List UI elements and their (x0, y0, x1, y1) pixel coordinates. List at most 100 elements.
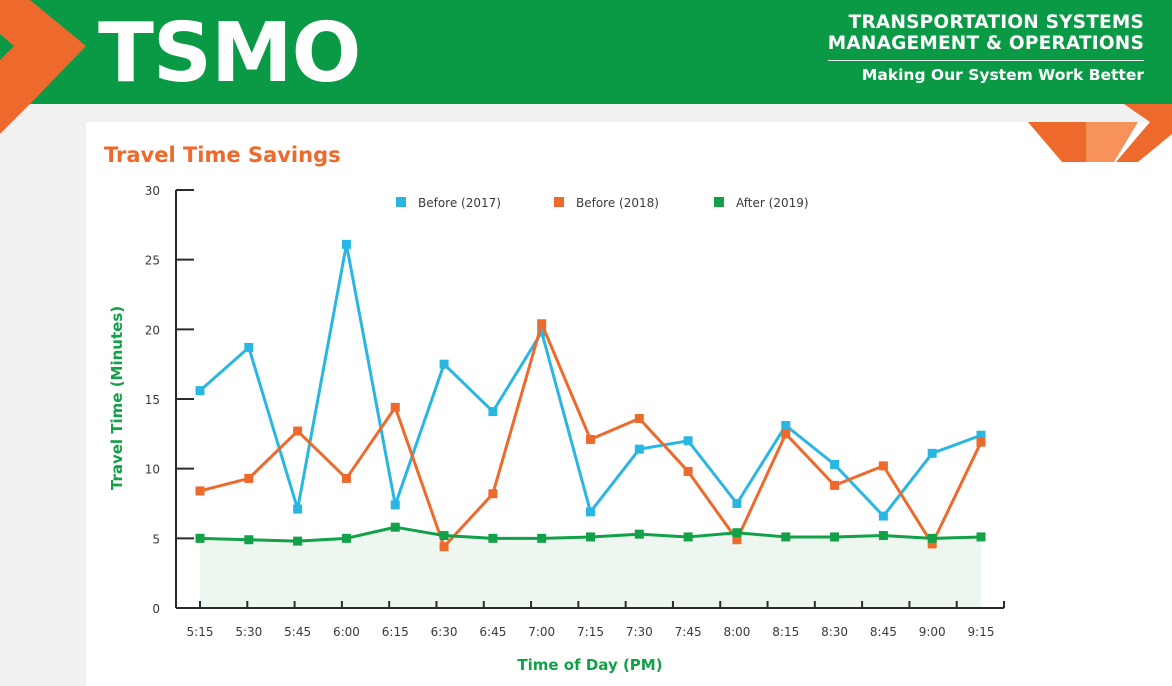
data-point (390, 522, 400, 532)
tagline: Making Our System Work Better (861, 66, 1144, 84)
data-point (586, 434, 595, 444)
data-point (927, 539, 937, 549)
x-tick-label: 8:45 (870, 625, 897, 639)
chevron-decoration-icon (1028, 104, 1172, 162)
data-point (586, 507, 595, 517)
data-point (781, 420, 791, 430)
x-tick-label: 8:30 (821, 625, 848, 639)
legend-swatch (714, 197, 724, 207)
data-point (634, 529, 644, 539)
data-point (439, 542, 449, 552)
divider (827, 60, 1144, 61)
org-line-2: MANAGEMENT & OPERATIONS (827, 33, 1144, 54)
data-point (830, 532, 840, 542)
data-point (683, 532, 693, 542)
legend: Before (2017) Before (2018) After (2019) (396, 196, 809, 210)
x-tick-label: 8:00 (723, 625, 750, 639)
chevron-arrow-icon (0, 0, 86, 134)
data-point (195, 386, 205, 396)
data-point (537, 319, 547, 329)
legend-label: Before (2018) (576, 196, 659, 210)
data-point (293, 536, 303, 546)
data-point (927, 448, 937, 458)
area-fill (200, 527, 981, 608)
organization-name: TRANSPORTATION SYSTEMS MANAGEMENT & OPER… (827, 12, 1144, 84)
data-point (683, 436, 693, 446)
data-point (732, 528, 742, 538)
y-tick-label: 15 (145, 393, 160, 407)
x-tick-label: 6:15 (382, 625, 409, 639)
data-point (439, 531, 449, 541)
y-tick-label: 5 (152, 532, 160, 546)
data-point (488, 407, 498, 417)
data-point (781, 429, 791, 439)
data-point (488, 489, 498, 499)
data-point (293, 504, 303, 514)
y-tick-label: 20 (145, 323, 160, 337)
data-point (390, 500, 400, 510)
chart-title: Travel Time Savings (104, 143, 341, 167)
legend-label: After (2019) (736, 196, 809, 210)
x-tick-label: 5:30 (235, 625, 262, 639)
data-point (293, 426, 303, 436)
data-point (976, 430, 986, 440)
x-tick-label: 5:45 (284, 625, 311, 639)
data-point (683, 466, 693, 476)
data-point (878, 461, 888, 471)
legend-item: Before (2018) (554, 196, 659, 210)
x-tick-label: 6:45 (479, 625, 506, 639)
x-tick-label: 9:15 (968, 625, 995, 639)
series (195, 239, 986, 552)
y-tick-label: 0 (152, 602, 160, 616)
header-banner (0, 0, 1172, 104)
x-tick-label: 6:30 (431, 625, 458, 639)
y-tick-label: 25 (145, 254, 160, 268)
data-point (244, 342, 254, 352)
y-tick-label: 10 (145, 463, 160, 477)
legend-swatch (554, 197, 564, 207)
x-tick-label: 8:15 (772, 625, 799, 639)
x-tick-label: 7:30 (626, 625, 653, 639)
data-point (781, 532, 791, 542)
data-point (878, 511, 888, 521)
after-2019-fill (200, 527, 981, 608)
series-before-2018 (195, 319, 986, 552)
data-point (976, 437, 986, 447)
data-point (537, 533, 547, 543)
data-point (634, 414, 644, 424)
x-tick-label: 6:00 (333, 625, 360, 639)
y-tick-label: 30 (145, 184, 160, 198)
data-point (634, 444, 644, 454)
axes: 0 5 10 15 20 25 30 5:15 5:30 5:45 6:00 6:15 6:30 6:45… (145, 184, 1005, 639)
y-axis-title: Travel Time (Minutes) (108, 306, 126, 490)
data-point (244, 473, 254, 483)
x-tick-label: 7:45 (675, 625, 702, 639)
legend-label: Before (2017) (418, 196, 501, 210)
data-point (195, 533, 205, 543)
data-point (586, 532, 595, 542)
data-point (878, 531, 888, 541)
data-point (341, 533, 351, 543)
x-tick-label: 9:00 (919, 625, 946, 639)
data-point (537, 327, 547, 337)
data-point (390, 402, 400, 412)
legend-item: After (2019) (714, 196, 809, 210)
data-point (830, 459, 840, 469)
data-point (244, 535, 254, 545)
data-point (732, 535, 742, 545)
legend-swatch (396, 197, 406, 207)
org-line-1: TRANSPORTATION SYSTEMS (848, 12, 1144, 33)
logo-text: TSMO (98, 6, 361, 101)
data-point (830, 480, 840, 490)
series-before-2017 (195, 239, 986, 521)
data-point (195, 486, 205, 496)
series-after-2019 (195, 522, 986, 546)
x-tick-label: 7:00 (528, 625, 555, 639)
data-point (488, 533, 498, 543)
data-point (732, 499, 742, 508)
data-point (927, 533, 937, 543)
x-tick-label: 7:15 (577, 625, 604, 639)
data-point (439, 359, 449, 369)
data-point (976, 532, 986, 542)
